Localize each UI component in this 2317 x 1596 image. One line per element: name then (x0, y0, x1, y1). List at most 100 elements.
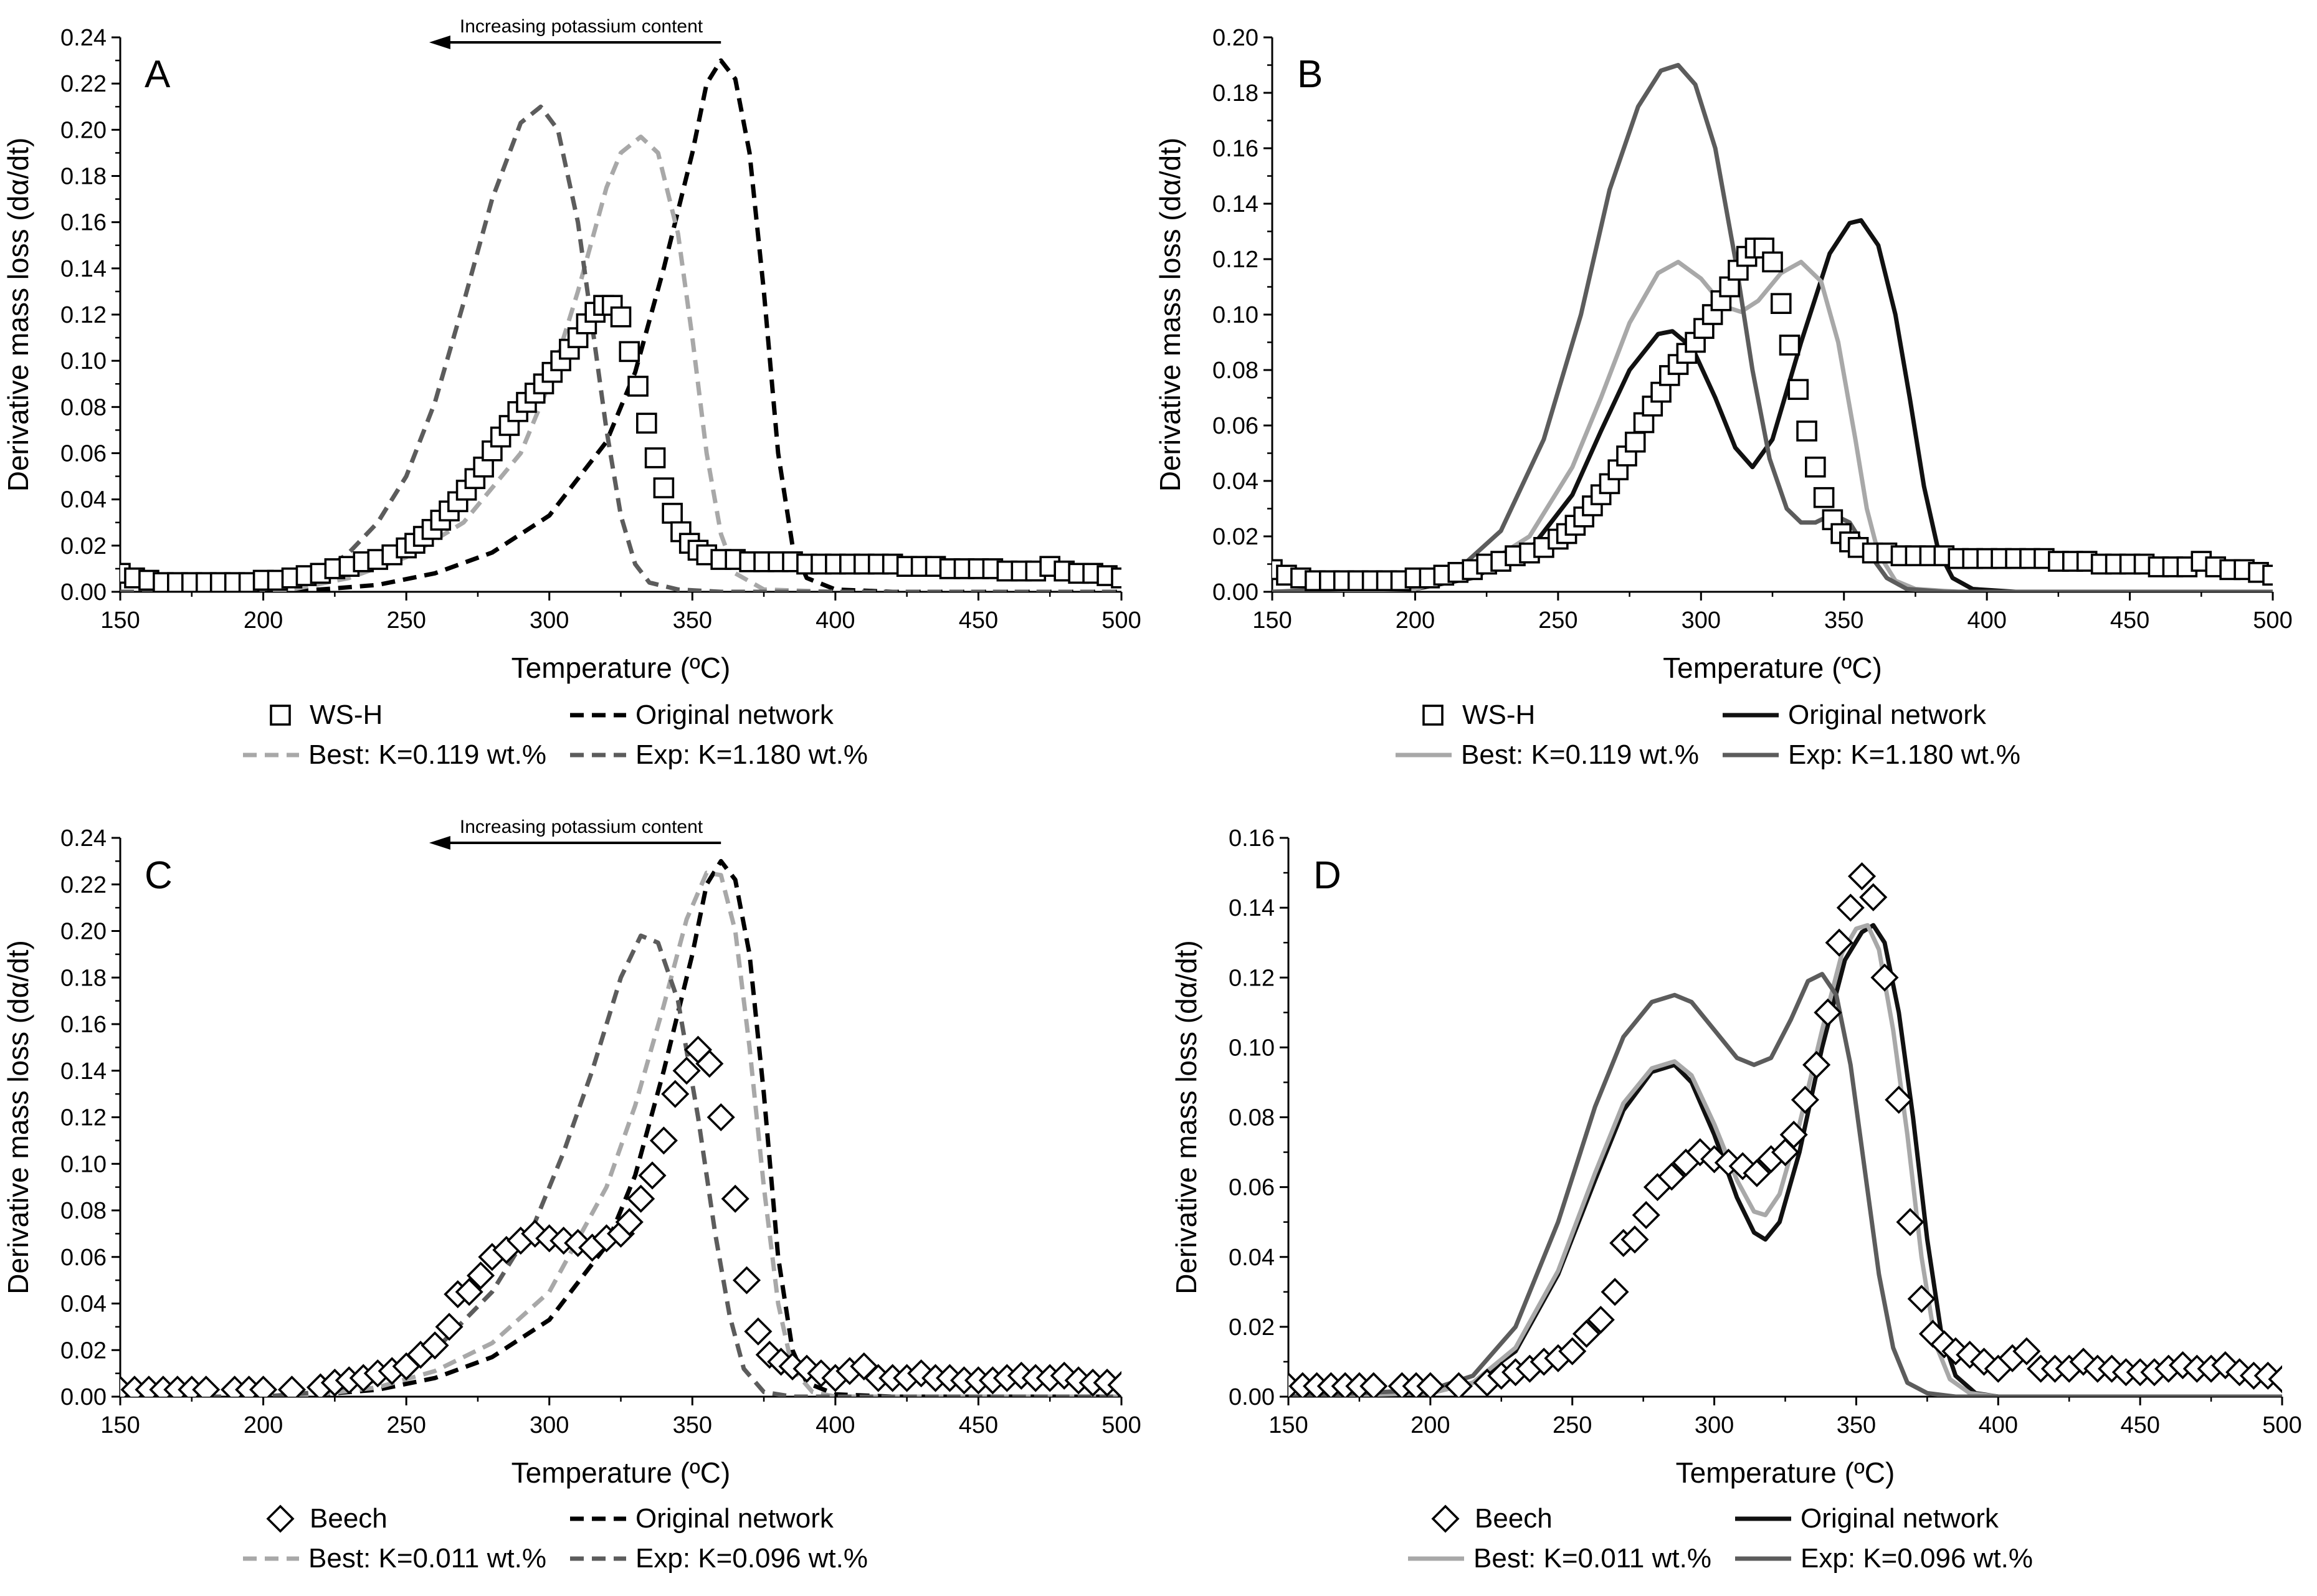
y-tick-label: 0.08 (1229, 1105, 1275, 1131)
series-line-1 (1272, 218, 2273, 592)
y-tick-label: 0.06 (1229, 1175, 1275, 1201)
x-tick-label: 200 (244, 607, 283, 634)
legend-label: Best: K=0.011 wt.% (308, 1543, 546, 1574)
legend-item: Original network (570, 700, 834, 730)
legend-item: Best: K=0.119 wt.% (243, 739, 546, 770)
y-tick-label: 0.24 (60, 25, 107, 51)
legend-label: Exp: K=1.180 wt.% (635, 739, 868, 770)
diamond-marker (1586, 1306, 1615, 1334)
legend-diamond-icon (1431, 1504, 1460, 1533)
legend-square-icon (270, 705, 291, 726)
legend-item: Best: K=0.119 wt.% (1396, 739, 1699, 770)
square-marker (636, 412, 657, 434)
diamond-marker (1743, 1159, 1771, 1187)
legend-item: Original network (1723, 700, 1987, 730)
legend-label: WS-H (1462, 700, 1535, 730)
legend: Beech Original network Best: K=0.011 wt.% E… (1408, 1503, 2033, 1574)
y-axis-title: Derivative mass loss (dα/dt) (2, 138, 34, 492)
panel-letter: B (1297, 53, 1323, 96)
diamond-marker (1802, 1050, 1831, 1079)
x-tick-label: 500 (1101, 607, 1141, 634)
x-tick-label: 150 (100, 1412, 140, 1438)
diamond-marker (707, 1103, 735, 1132)
y-tick-label: 0.14 (1212, 191, 1258, 217)
square-marker (653, 477, 675, 498)
legend-item: Exp: K=1.180 wt.% (1723, 739, 2020, 770)
y-tick-label: 0.08 (1212, 358, 1258, 384)
square-marker (1796, 420, 1817, 442)
y-tick-label: 0.18 (60, 965, 107, 991)
x-tick-label: 300 (1682, 607, 1721, 634)
legend-item: Best: K=0.011 wt.% (243, 1543, 546, 1574)
square-marker (1659, 365, 1680, 386)
square-marker (1111, 567, 1121, 589)
y-tick-label: 0.18 (60, 164, 107, 190)
x-axis-title: Temperature (ºC) (511, 652, 731, 684)
legend-item: Original network (570, 1503, 834, 1534)
diamond-marker (1825, 928, 1853, 957)
y-tick-label: 0.08 (60, 1198, 107, 1224)
legend-item: Original network (1735, 1503, 1999, 1534)
diamond-marker (1859, 883, 1888, 911)
square-marker (1813, 487, 1835, 508)
arrow-head-icon (429, 836, 450, 850)
square-marker (627, 376, 649, 397)
x-tick-label: 300 (530, 607, 569, 634)
y-tick-label: 0.02 (1229, 1314, 1275, 1341)
series-markers-0 (1288, 862, 2282, 1397)
diamond-marker (1416, 1372, 1445, 1397)
y-tick-label: 0.12 (1229, 965, 1275, 991)
legend-label: Exp: K=0.096 wt.% (1801, 1543, 2033, 1574)
x-tick-label: 300 (530, 1412, 569, 1438)
legend-label: Beech (1475, 1503, 1553, 1534)
x-axis-title: Temperature (ºC) (1663, 652, 1882, 684)
square-marker (662, 503, 683, 524)
diamond-marker (2012, 1337, 2041, 1366)
x-tick-label: 150 (1252, 607, 1292, 634)
diamond-marker (1444, 1372, 1473, 1397)
y-tick-label: 0.04 (60, 487, 107, 513)
diamond-marker (1779, 1120, 1808, 1149)
diamond-marker (721, 1184, 749, 1213)
x-tick-label: 350 (1837, 1412, 1876, 1438)
legend-item: Beech (266, 1503, 388, 1534)
diamond-marker (732, 1266, 761, 1294)
x-tick-label: 400 (816, 607, 855, 634)
diamond-marker (435, 1313, 464, 1341)
arrow-head-icon (429, 36, 450, 49)
x-tick-label: 450 (2110, 607, 2149, 634)
diamond-marker (672, 1057, 701, 1085)
legend-item: WS-H (1422, 700, 1535, 730)
square-marker (644, 447, 666, 468)
diamond-marker (1657, 1162, 1686, 1191)
y-axis-title: Derivative mass loss (dα/dt) (1170, 940, 1202, 1294)
y-tick-label: 0.00 (1229, 1384, 1275, 1410)
diamond-marker (615, 1208, 644, 1237)
diamond-marker (1791, 1085, 1819, 1114)
series-line-3 (1288, 972, 2282, 1397)
diamond-marker (1814, 998, 1842, 1027)
y-tick-label: 0.16 (60, 210, 107, 236)
legend-label: Exp: K=1.180 wt.% (1788, 739, 2020, 770)
y-tick-label: 0.08 (60, 394, 107, 420)
series-markers-0 (120, 295, 1121, 592)
diamond-marker (661, 1080, 690, 1108)
y-tick-label: 0.12 (1212, 247, 1258, 273)
y-tick-label: 0.20 (1212, 25, 1258, 51)
diamond-marker (1572, 1319, 1601, 1348)
y-tick-label: 0.00 (1212, 579, 1258, 606)
diamond-marker (1907, 1285, 1936, 1313)
x-tick-label: 500 (1101, 1412, 1141, 1438)
potassium-arrow: Increasing potassium content (429, 817, 721, 850)
x-tick-label: 350 (1824, 607, 1863, 634)
legend-label: Best: K=0.119 wt.% (308, 739, 546, 770)
diamond-marker (1601, 1278, 1629, 1306)
legend-square-icon (1422, 705, 1444, 726)
legend-label: Best: K=0.119 wt.% (1461, 739, 1699, 770)
square-marker (2262, 564, 2273, 586)
y-tick-label: 0.02 (60, 533, 107, 559)
y-tick-label: 0.06 (60, 1245, 107, 1271)
y-tick-label: 0.10 (1212, 302, 1258, 328)
diamond-marker (277, 1375, 307, 1397)
diamond-marker (1620, 1225, 1649, 1254)
